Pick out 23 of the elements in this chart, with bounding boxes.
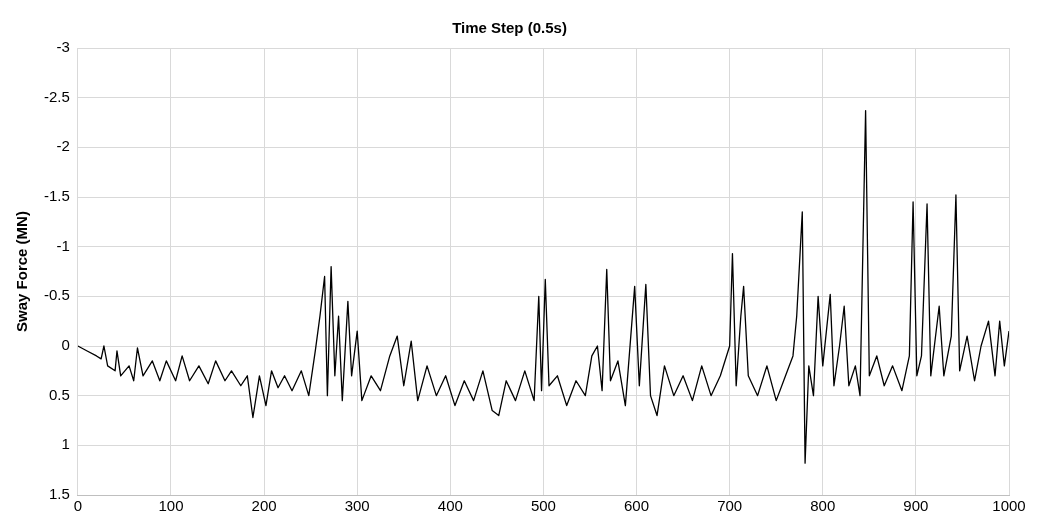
x-tick-label: 400 — [437, 497, 463, 515]
y-tick-label: -3 — [56, 38, 70, 56]
x-tick-label: 700 — [717, 497, 743, 515]
x-tick-label: 600 — [624, 497, 650, 515]
y-tick-label: 0.5 — [48, 385, 70, 403]
x-tick-label: 200 — [251, 497, 277, 515]
y-tick-label: 1 — [61, 435, 70, 453]
x-tick-label: 800 — [810, 497, 836, 515]
y-tick-label: -2 — [56, 137, 70, 155]
y-tick-label: -1.5 — [43, 187, 70, 205]
x-tick-label: 1000 — [992, 497, 1026, 515]
y-axis-title: Sway Force (MN) — [13, 211, 31, 332]
x-tick-label: 500 — [530, 497, 556, 515]
y-tick-label: -0.5 — [43, 286, 70, 304]
chart-title: Time Step (0.5s) — [452, 19, 567, 37]
y-tick-label: 1.5 — [48, 485, 70, 503]
x-tick-label: 0 — [73, 497, 83, 515]
x-tick-label: 900 — [903, 497, 929, 515]
x-tick-label: 100 — [158, 497, 184, 515]
x-tick-label: 300 — [344, 497, 370, 515]
y-tick-label: -1 — [56, 236, 70, 254]
y-tick-label: -2.5 — [43, 87, 70, 105]
y-tick-label: 0 — [61, 336, 70, 354]
